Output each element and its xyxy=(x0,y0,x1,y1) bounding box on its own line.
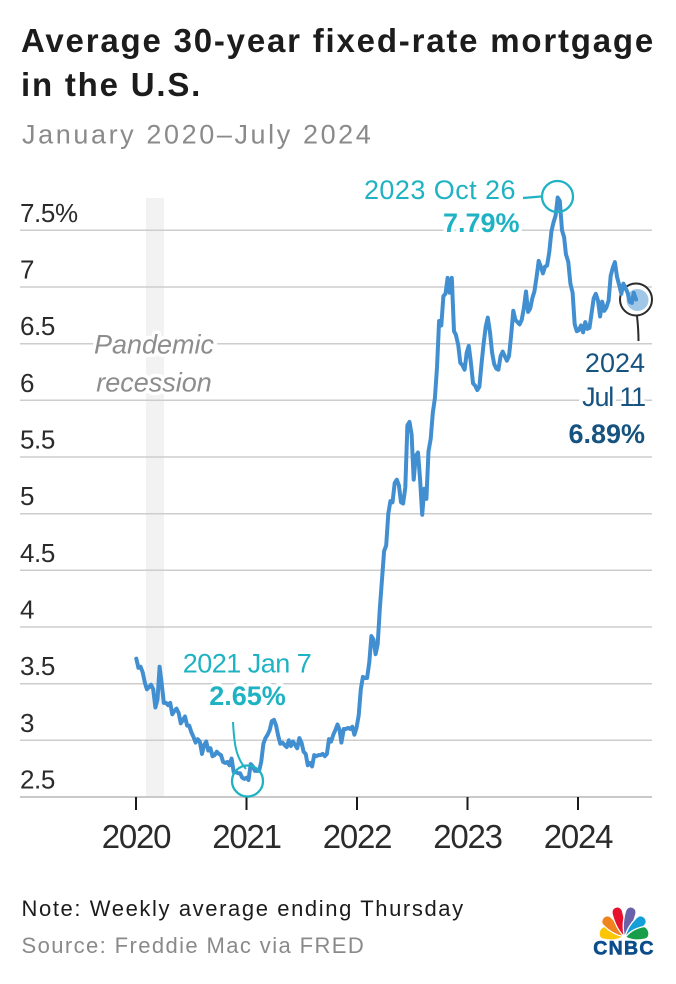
svg-text:6.5: 6.5 xyxy=(20,311,55,341)
svg-text:2020: 2020 xyxy=(102,818,171,855)
svg-text:2023: 2023 xyxy=(433,818,502,855)
svg-text:CNBC: CNBC xyxy=(593,938,655,960)
svg-text:7.79%: 7.79% xyxy=(443,208,520,238)
svg-text:3: 3 xyxy=(20,708,34,738)
svg-text:2024: 2024 xyxy=(585,348,645,378)
svg-text:Average 30-year fixed-rate mor: Average 30-year fixed-rate mortgage xyxy=(21,22,655,59)
svg-text:7.5%: 7.5% xyxy=(20,198,78,228)
svg-text:in the U.S.: in the U.S. xyxy=(21,66,202,103)
svg-text:2022: 2022 xyxy=(323,818,392,855)
svg-text:4.5: 4.5 xyxy=(20,538,55,568)
svg-text:Note: Weekly average ending Th: Note: Weekly average ending Thursday xyxy=(22,896,465,921)
svg-text:2.5: 2.5 xyxy=(20,765,55,795)
svg-text:2021 Jan 7: 2021 Jan 7 xyxy=(183,649,312,679)
svg-text:2024: 2024 xyxy=(544,818,613,855)
svg-text:2023 Oct 26: 2023 Oct 26 xyxy=(364,175,516,205)
svg-text:January 2020–July 2024: January 2020–July 2024 xyxy=(22,120,373,150)
svg-text:7: 7 xyxy=(20,255,34,285)
svg-text:recession: recession xyxy=(96,368,212,398)
svg-text:5: 5 xyxy=(20,481,34,511)
svg-text:Source: Freddie Mac via FRED: Source: Freddie Mac via FRED xyxy=(22,933,366,958)
svg-text:2021: 2021 xyxy=(212,818,281,855)
svg-text:6: 6 xyxy=(20,368,34,398)
svg-text:6.89%: 6.89% xyxy=(568,419,645,449)
svg-text:4: 4 xyxy=(20,595,34,625)
svg-text:5.5: 5.5 xyxy=(20,425,55,455)
svg-text:3.5: 3.5 xyxy=(20,651,55,681)
svg-text:Jul 11: Jul 11 xyxy=(582,382,645,412)
svg-text:Pandemic: Pandemic xyxy=(94,330,215,360)
svg-text:2.65%: 2.65% xyxy=(209,681,286,711)
